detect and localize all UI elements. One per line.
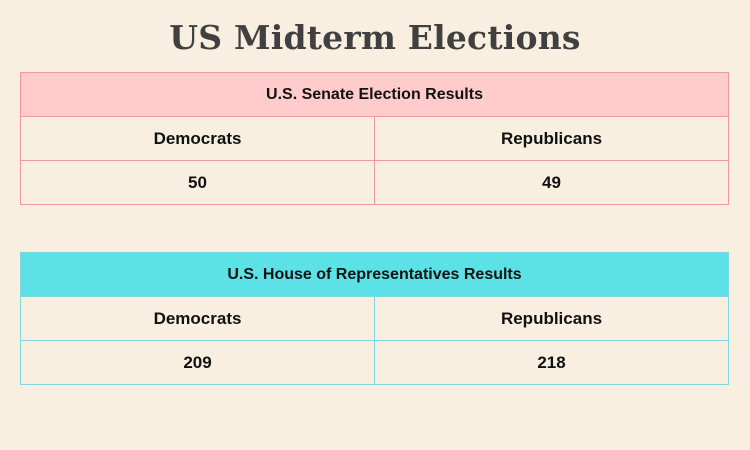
senate-column-democrats: Democrats	[20, 116, 375, 161]
page-title: US Midterm Elections	[169, 18, 581, 57]
house-value-democrats: 209	[20, 340, 375, 385]
senate-results-table: U.S. Senate Election Results Democrats R…	[20, 72, 729, 205]
house-table-title: U.S. House of Representatives Results	[20, 252, 729, 297]
senate-column-republicans: Republicans	[374, 116, 729, 161]
senate-value-democrats: 50	[20, 160, 375, 205]
house-column-democrats: Democrats	[20, 296, 375, 341]
senate-table-title: U.S. Senate Election Results	[20, 72, 729, 117]
house-value-republicans: 218	[374, 340, 729, 385]
senate-value-republicans: 49	[374, 160, 729, 205]
house-column-republicans: Republicans	[374, 296, 729, 341]
house-results-table: U.S. House of Representatives Results De…	[20, 252, 729, 385]
